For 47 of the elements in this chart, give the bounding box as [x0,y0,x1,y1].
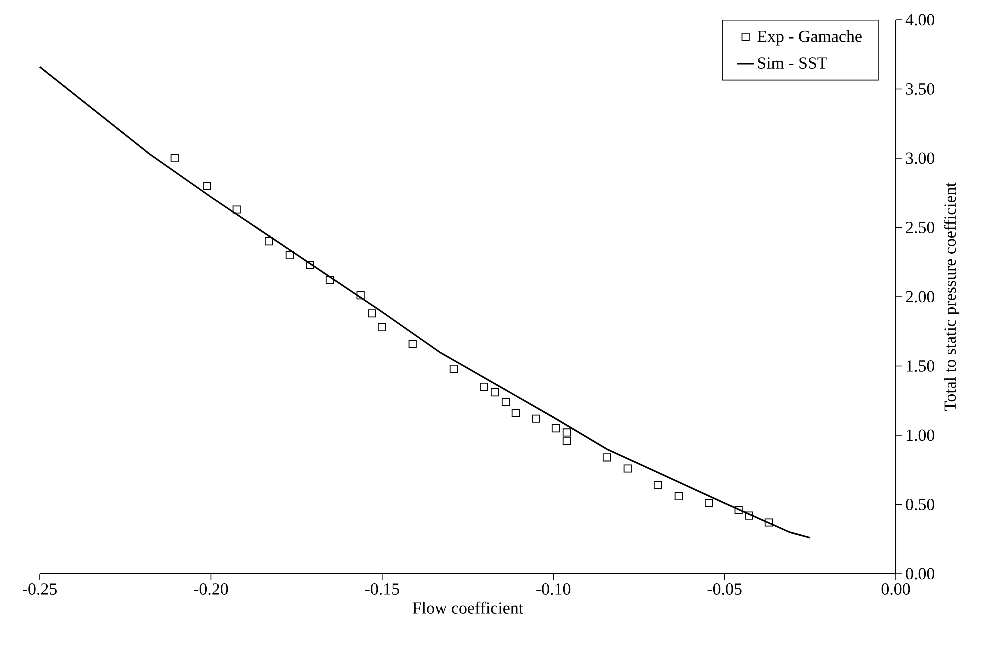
point [306,261,314,270]
legend-label: Sim - SST [758,58,828,70]
point [286,251,294,260]
point [602,454,612,462]
y-tick-label: 0.00 [906,568,935,580]
point [326,276,334,284]
point [705,499,714,508]
point [674,492,683,500]
point [502,398,510,406]
point [654,481,662,490]
x-tick-label: -0.05 [708,584,742,596]
point [764,518,774,527]
y-tick-label: 1.50 [907,360,935,372]
x-tick-label: -0.10 [536,584,571,596]
point [265,238,274,246]
point [356,292,365,300]
x-axis-title: Flow coefficient [412,602,524,614]
point [491,388,500,397]
x-tick-label: -0.25 [22,584,57,596]
y-tick-label: 2.50 [906,222,935,234]
point [562,436,572,446]
point [512,409,520,418]
x-tick-label: 0.00 [882,584,910,596]
point [368,310,376,318]
point [745,512,754,520]
x-tick-label: -0.20 [194,584,228,596]
point [552,424,560,433]
legend-label: Exp - Gamache [758,30,862,46]
point [734,506,743,514]
y-tick-label: 3.50 [906,83,935,95]
point [450,364,458,374]
point [378,323,386,332]
y-tick-label: 0.50 [906,498,935,510]
point [532,414,540,423]
y-tick-label: 2.00 [906,291,935,303]
y-tick-label: 4.00 [906,14,935,26]
y-tick-label: 3.00 [906,152,935,164]
point [170,154,179,163]
point [562,428,572,437]
point [480,382,488,392]
point [203,182,212,190]
y-tick-label: 1.00 [907,430,935,442]
point [232,206,241,214]
x-tick-label: -0.15 [365,584,400,596]
point [408,340,417,348]
point [624,464,632,473]
y-axis-title: Total to static pressure coefficient [944,182,960,412]
